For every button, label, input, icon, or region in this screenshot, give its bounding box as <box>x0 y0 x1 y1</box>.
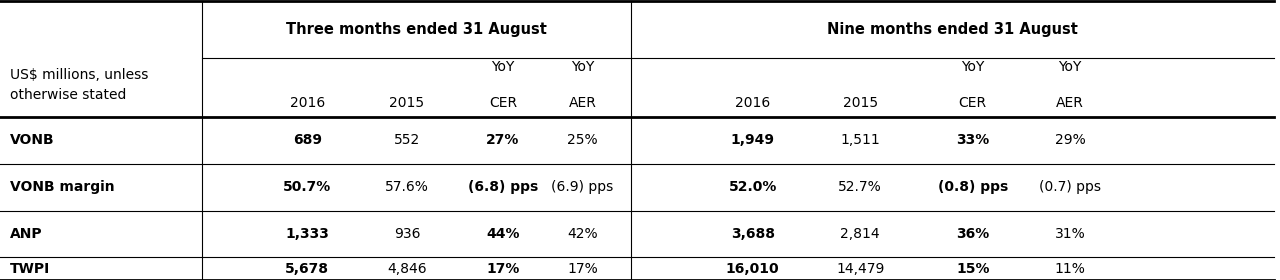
Text: 2015: 2015 <box>842 96 878 110</box>
Text: 17%: 17% <box>567 262 598 276</box>
Text: 15%: 15% <box>956 262 989 276</box>
Text: (6.8) pps: (6.8) pps <box>468 180 538 194</box>
Text: 1,949: 1,949 <box>731 134 774 148</box>
Text: 2,814: 2,814 <box>841 227 879 241</box>
Text: 689: 689 <box>293 134 321 148</box>
Text: 14,479: 14,479 <box>836 262 884 276</box>
Text: YoY: YoY <box>571 60 594 74</box>
Text: Nine months ended 31 August: Nine months ended 31 August <box>827 22 1078 37</box>
Text: 2016: 2016 <box>735 96 771 110</box>
Text: 11%: 11% <box>1055 262 1085 276</box>
Text: 4,846: 4,846 <box>388 262 426 276</box>
Text: TWPI: TWPI <box>10 262 50 276</box>
Text: (0.7) pps: (0.7) pps <box>1039 180 1101 194</box>
Text: 25%: 25% <box>567 134 598 148</box>
Text: 17%: 17% <box>486 262 520 276</box>
Text: US$ millions, unless
otherwise stated: US$ millions, unless otherwise stated <box>10 68 148 102</box>
Text: Three months ended 31 August: Three months ended 31 August <box>287 22 547 37</box>
Text: 52.0%: 52.0% <box>728 180 777 194</box>
Text: 552: 552 <box>394 134 420 148</box>
Text: 936: 936 <box>394 227 420 241</box>
Text: 31%: 31% <box>1055 227 1085 241</box>
Text: YoY: YoY <box>961 60 984 74</box>
Text: YoY: YoY <box>1059 60 1082 74</box>
Text: 2015: 2015 <box>389 96 425 110</box>
Text: 36%: 36% <box>956 227 989 241</box>
Text: 16,010: 16,010 <box>726 262 780 276</box>
Text: 1,511: 1,511 <box>840 134 881 148</box>
Text: ANP: ANP <box>10 227 42 241</box>
Text: VONB margin: VONB margin <box>10 180 115 194</box>
Text: 44%: 44% <box>486 227 520 241</box>
Text: YoY: YoY <box>492 60 515 74</box>
Text: (6.9) pps: (6.9) pps <box>552 180 613 194</box>
Text: 33%: 33% <box>956 134 989 148</box>
Text: VONB: VONB <box>10 134 55 148</box>
Text: (0.8) pps: (0.8) pps <box>938 180 1007 194</box>
Text: AER: AER <box>1056 96 1084 110</box>
Text: 5,678: 5,678 <box>285 262 329 276</box>
Text: 29%: 29% <box>1055 134 1085 148</box>
Text: 2016: 2016 <box>289 96 325 110</box>
Text: 52.7%: 52.7% <box>838 180 882 194</box>
Text: 57.6%: 57.6% <box>385 180 429 194</box>
Text: AER: AER <box>568 96 596 110</box>
Text: 50.7%: 50.7% <box>283 180 332 194</box>
Text: CER: CER <box>959 96 987 110</box>
Text: CER: CER <box>489 96 517 110</box>
Text: 3,688: 3,688 <box>731 227 774 241</box>
Text: 27%: 27% <box>486 134 520 148</box>
Text: 42%: 42% <box>567 227 598 241</box>
Text: 1,333: 1,333 <box>285 227 329 241</box>
